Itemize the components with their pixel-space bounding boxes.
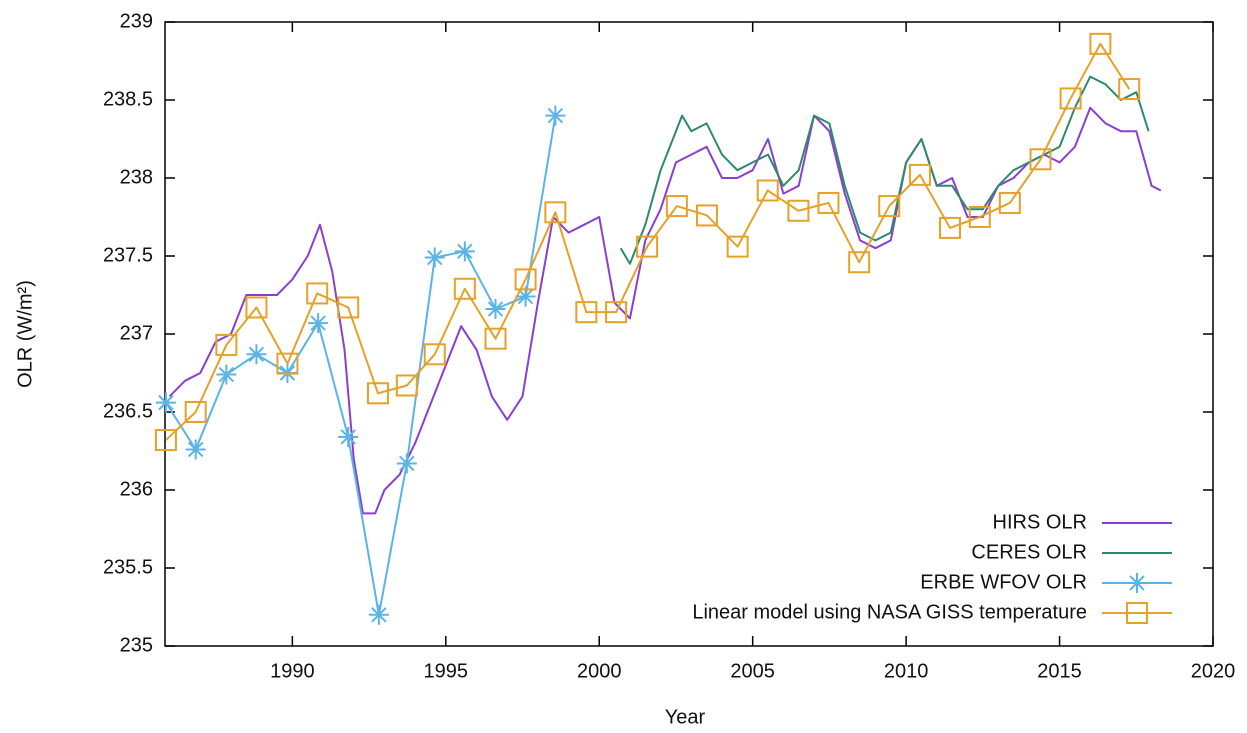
marker <box>605 301 628 324</box>
marker <box>215 333 238 356</box>
marker <box>276 352 299 375</box>
marker <box>695 204 718 227</box>
marker <box>368 604 389 625</box>
marker <box>998 191 1021 214</box>
legend-label: CERES OLR <box>971 541 1087 563</box>
series-line <box>619 75 1150 265</box>
marker <box>396 453 417 474</box>
series-line <box>168 106 1162 515</box>
marker <box>908 163 931 186</box>
marker <box>337 296 360 319</box>
marker <box>1029 148 1052 171</box>
x-tick-label: 2015 <box>1037 660 1082 682</box>
marker <box>154 429 177 452</box>
marker <box>939 216 962 239</box>
marker <box>1089 32 1112 55</box>
series-line <box>165 42 1131 441</box>
legend-marker <box>1126 602 1148 624</box>
marker <box>968 206 991 228</box>
legend-marker <box>1127 573 1147 593</box>
y-tick-label: 237 <box>120 322 153 344</box>
marker <box>246 344 267 365</box>
marker <box>817 191 840 214</box>
marker <box>515 286 536 307</box>
marker <box>787 199 810 222</box>
x-axis-label: Year <box>665 706 706 728</box>
y-tick-label: 236.5 <box>103 400 153 422</box>
marker <box>514 268 537 291</box>
marker <box>848 251 871 274</box>
marker <box>878 195 901 218</box>
marker <box>1059 87 1082 110</box>
marker <box>484 327 507 350</box>
marker <box>756 179 779 202</box>
y-tick-label: 239 <box>120 10 153 32</box>
marker <box>155 392 176 413</box>
legend-label: Linear model using NASA GISS temperature <box>692 601 1087 623</box>
y-tick-label: 235 <box>120 634 153 656</box>
marker <box>1118 78 1141 101</box>
marker <box>575 301 598 324</box>
y-tick-label: 236 <box>120 478 153 500</box>
x-tick-label: 2005 <box>730 660 775 682</box>
marker <box>306 282 329 305</box>
marker <box>184 401 207 423</box>
y-tick-label: 238 <box>120 166 153 188</box>
x-tick-label: 2000 <box>577 660 622 682</box>
marker <box>485 299 506 320</box>
marker <box>366 382 389 405</box>
marker <box>338 426 359 447</box>
marker <box>454 241 475 262</box>
series-line <box>165 115 557 616</box>
marker <box>395 374 418 397</box>
x-tick-label: 2020 <box>1191 660 1236 682</box>
marker <box>424 247 445 268</box>
marker <box>636 235 659 258</box>
marker <box>216 364 237 385</box>
plot-frame <box>164 21 1214 647</box>
y-tick-label: 238.5 <box>103 88 153 110</box>
marker <box>726 235 749 258</box>
marker <box>308 313 329 334</box>
y-axis-label: OLR (W/m²) <box>14 280 36 388</box>
y-tick-label: 235.5 <box>103 556 153 578</box>
marker <box>453 277 476 300</box>
marker <box>545 105 566 126</box>
x-tick-label: 1995 <box>424 660 469 682</box>
marker <box>423 343 446 366</box>
marker <box>544 201 567 224</box>
y-tick-label: 237.5 <box>103 244 153 266</box>
x-tick-label: 2010 <box>884 660 929 682</box>
legend-label: ERBE WFOV OLR <box>920 571 1087 593</box>
marker <box>245 296 268 319</box>
marker <box>185 439 206 460</box>
x-tick-label: 1990 <box>270 660 315 682</box>
legend-label: HIRS OLR <box>993 511 1087 533</box>
marker <box>665 195 688 218</box>
